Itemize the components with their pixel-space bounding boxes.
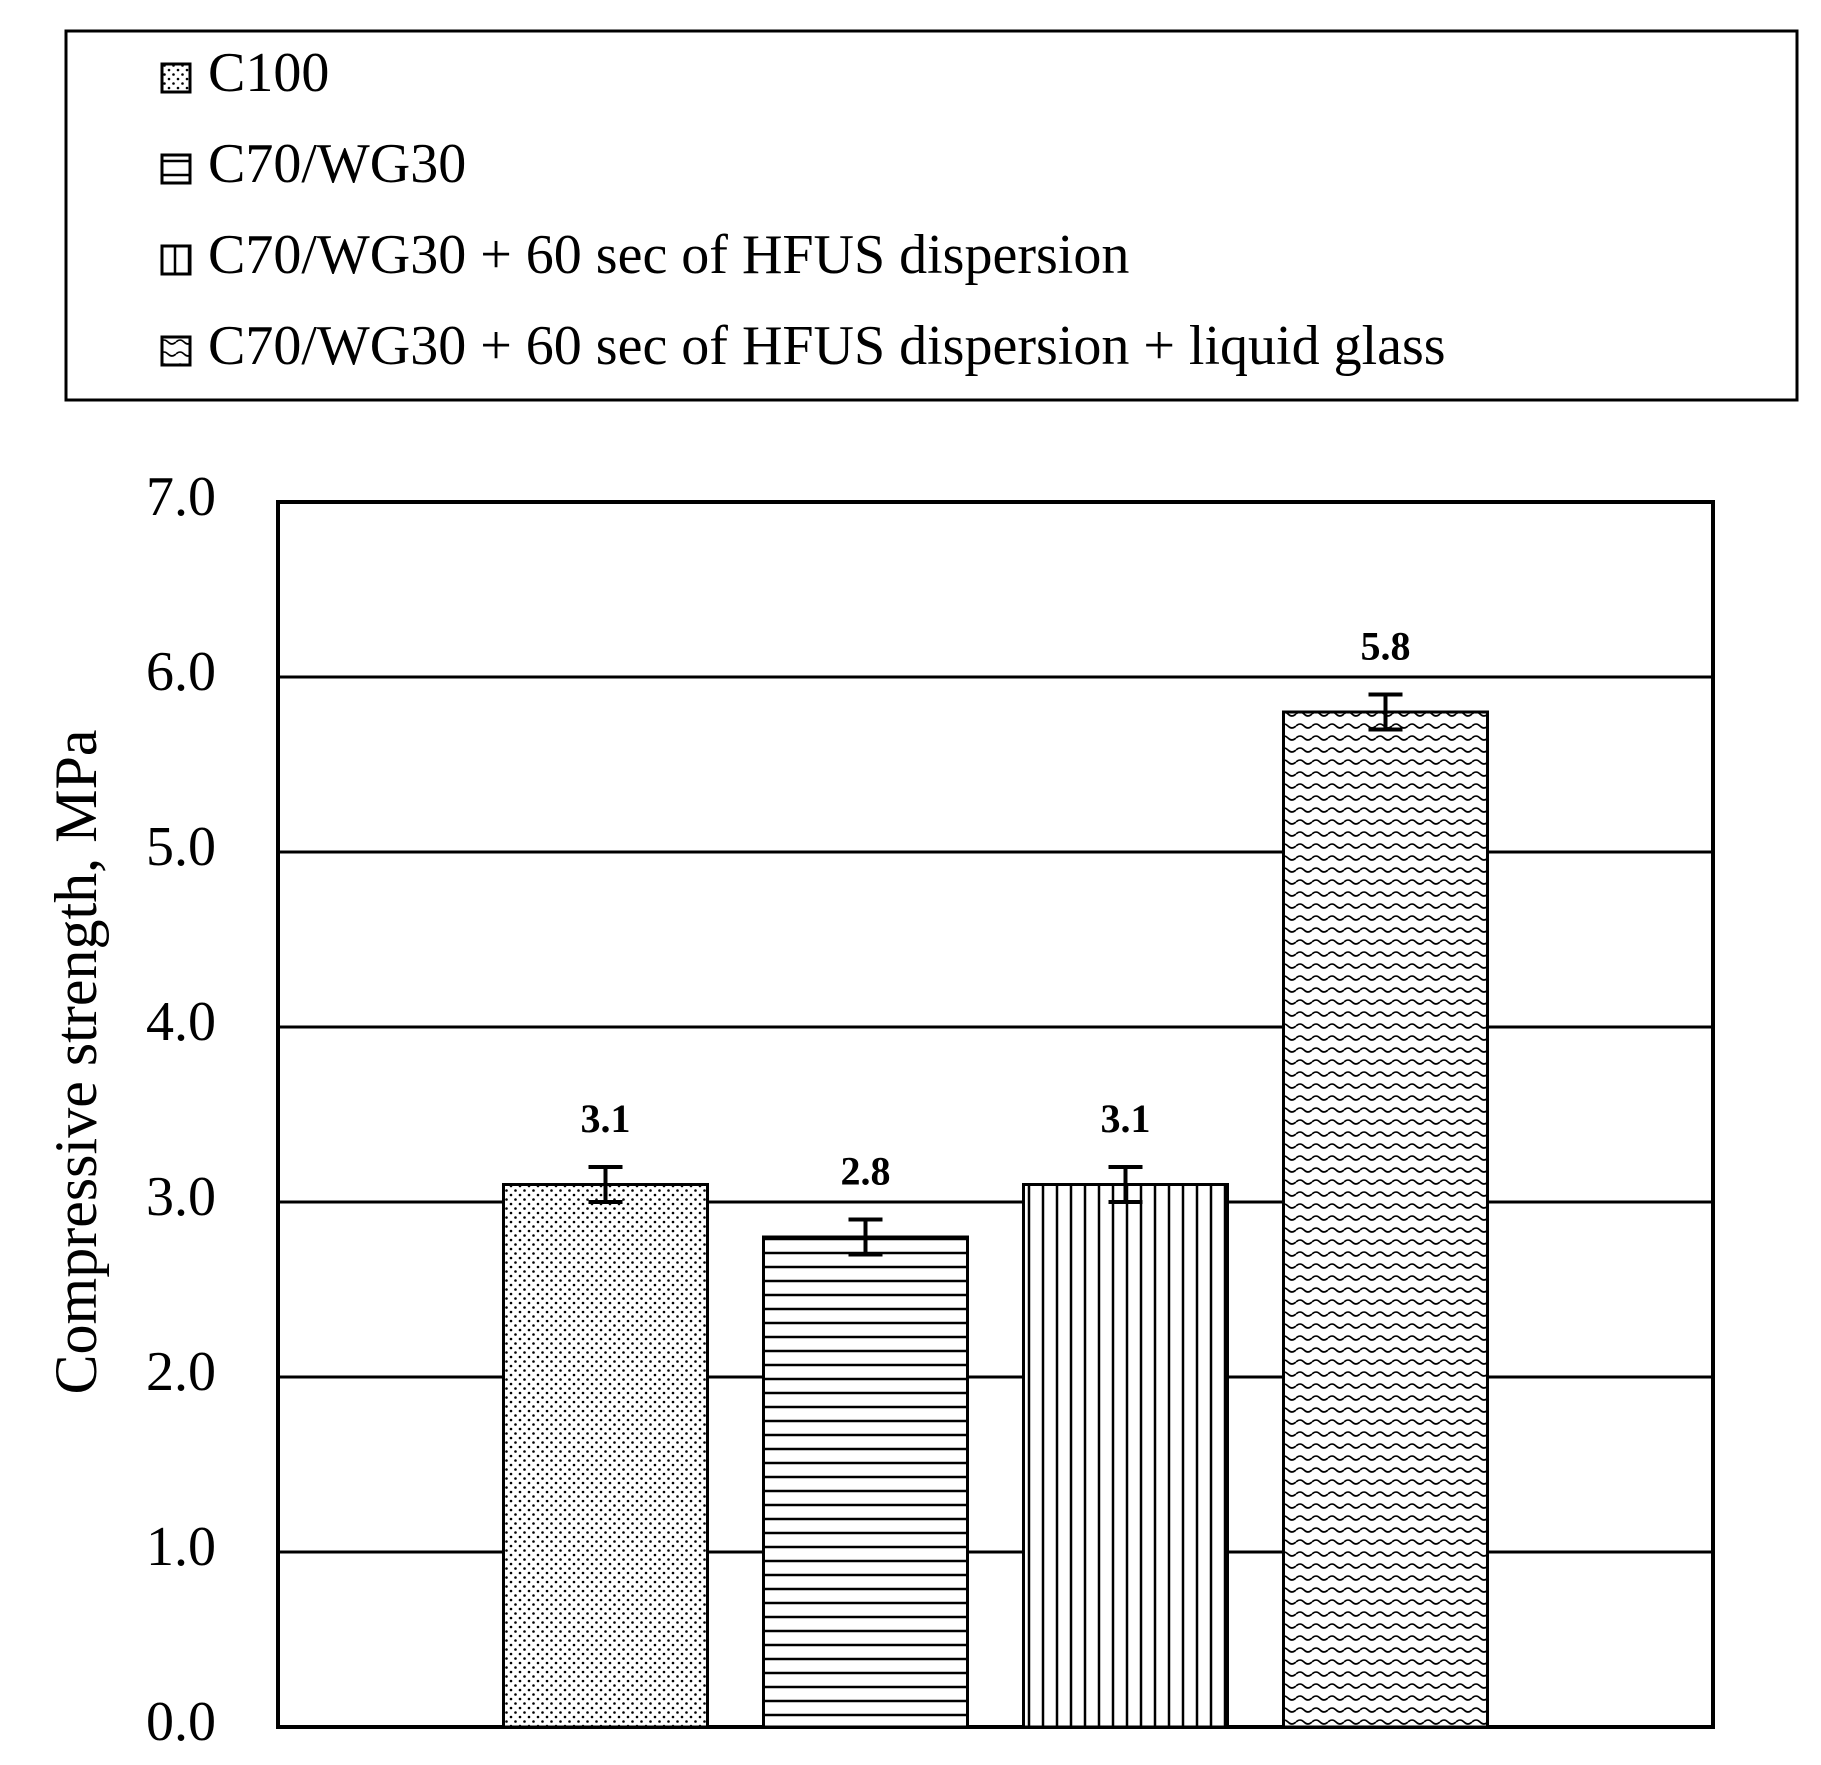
y-tick-label: 2.0 [146, 1341, 216, 1403]
error-bar [588, 1165, 623, 1204]
legend-label: C70/WG30 [208, 133, 466, 195]
legend-swatch [160, 153, 192, 185]
error-bar [1368, 692, 1403, 732]
error-bar [1108, 1165, 1143, 1204]
value-label: 2.8 [841, 1149, 891, 1194]
legend-label: C70/WG30 + 60 sec of HFUS dispersion [208, 224, 1129, 286]
y-tick-label: 0.0 [146, 1691, 216, 1753]
y-tick-label: 1.0 [146, 1516, 216, 1578]
bar [502, 1183, 709, 1729]
y-tick-label: 4.0 [146, 991, 216, 1053]
legend-label: C100 [208, 42, 329, 104]
value-label: 5.8 [1361, 624, 1411, 669]
legend-box [64, 29, 1799, 402]
legend-label: C70/WG30 + 60 sec of HFUS dispersion + l… [208, 315, 1446, 377]
error-bar [848, 1217, 883, 1257]
y-tick-label: 7.0 [146, 466, 216, 528]
legend-swatch [160, 244, 192, 276]
legend-swatch [160, 62, 192, 94]
bar [1022, 1183, 1229, 1729]
y-tick-label: 5.0 [146, 816, 216, 878]
plot-frame [276, 500, 1715, 1729]
bar [762, 1235, 969, 1729]
legend-swatch [160, 335, 192, 367]
value-label: 3.1 [1101, 1096, 1151, 1141]
value-label: 3.1 [581, 1096, 631, 1141]
y-tick-label: 3.0 [146, 1166, 216, 1228]
y-tick-label: 6.0 [146, 641, 216, 703]
y-axis-label: Compressive strength, MPa [43, 730, 109, 1395]
bar [1282, 710, 1489, 1729]
